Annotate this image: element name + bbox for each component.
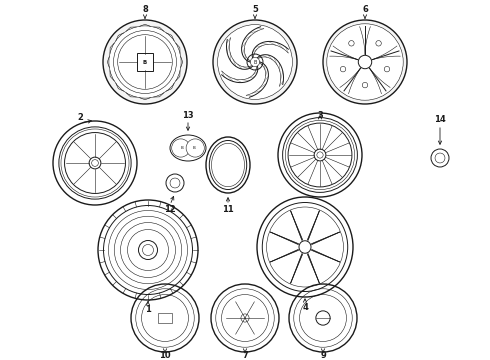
Ellipse shape [209, 140, 246, 189]
Text: 14: 14 [434, 116, 446, 125]
Ellipse shape [299, 241, 311, 253]
Text: 8: 8 [142, 5, 148, 14]
Ellipse shape [218, 24, 293, 99]
Circle shape [431, 149, 449, 167]
Text: B: B [180, 146, 183, 150]
Text: 7: 7 [242, 351, 248, 360]
Circle shape [186, 139, 204, 157]
Text: 5: 5 [252, 5, 258, 14]
Bar [157, 313, 172, 323]
Text: 12: 12 [164, 206, 176, 215]
Ellipse shape [327, 24, 403, 100]
Ellipse shape [316, 311, 330, 325]
Text: 10: 10 [159, 351, 171, 360]
Ellipse shape [89, 157, 101, 169]
Text: 11: 11 [222, 206, 234, 215]
Ellipse shape [288, 123, 352, 187]
Circle shape [166, 174, 184, 192]
Text: 4: 4 [302, 303, 308, 312]
Circle shape [172, 139, 190, 157]
Ellipse shape [314, 149, 326, 161]
Text: 6: 6 [362, 5, 368, 14]
Circle shape [362, 82, 368, 88]
Ellipse shape [358, 55, 372, 69]
Circle shape [376, 41, 381, 46]
Ellipse shape [213, 20, 297, 104]
Ellipse shape [323, 20, 407, 104]
Text: 1: 1 [145, 306, 151, 315]
Ellipse shape [267, 207, 343, 287]
Text: 13: 13 [182, 111, 194, 120]
Circle shape [349, 41, 354, 46]
Text: 3: 3 [317, 111, 323, 120]
Ellipse shape [247, 54, 263, 70]
Circle shape [340, 66, 346, 72]
Ellipse shape [109, 26, 181, 98]
Ellipse shape [103, 20, 187, 104]
Ellipse shape [139, 240, 157, 260]
Text: 9: 9 [320, 351, 326, 360]
Ellipse shape [65, 132, 125, 193]
Text: B: B [143, 59, 147, 64]
Text: B: B [193, 146, 196, 150]
Ellipse shape [170, 135, 206, 161]
FancyBboxPatch shape [137, 53, 152, 71]
Text: B: B [253, 59, 257, 64]
Circle shape [384, 66, 390, 72]
Text: 2: 2 [77, 113, 83, 122]
